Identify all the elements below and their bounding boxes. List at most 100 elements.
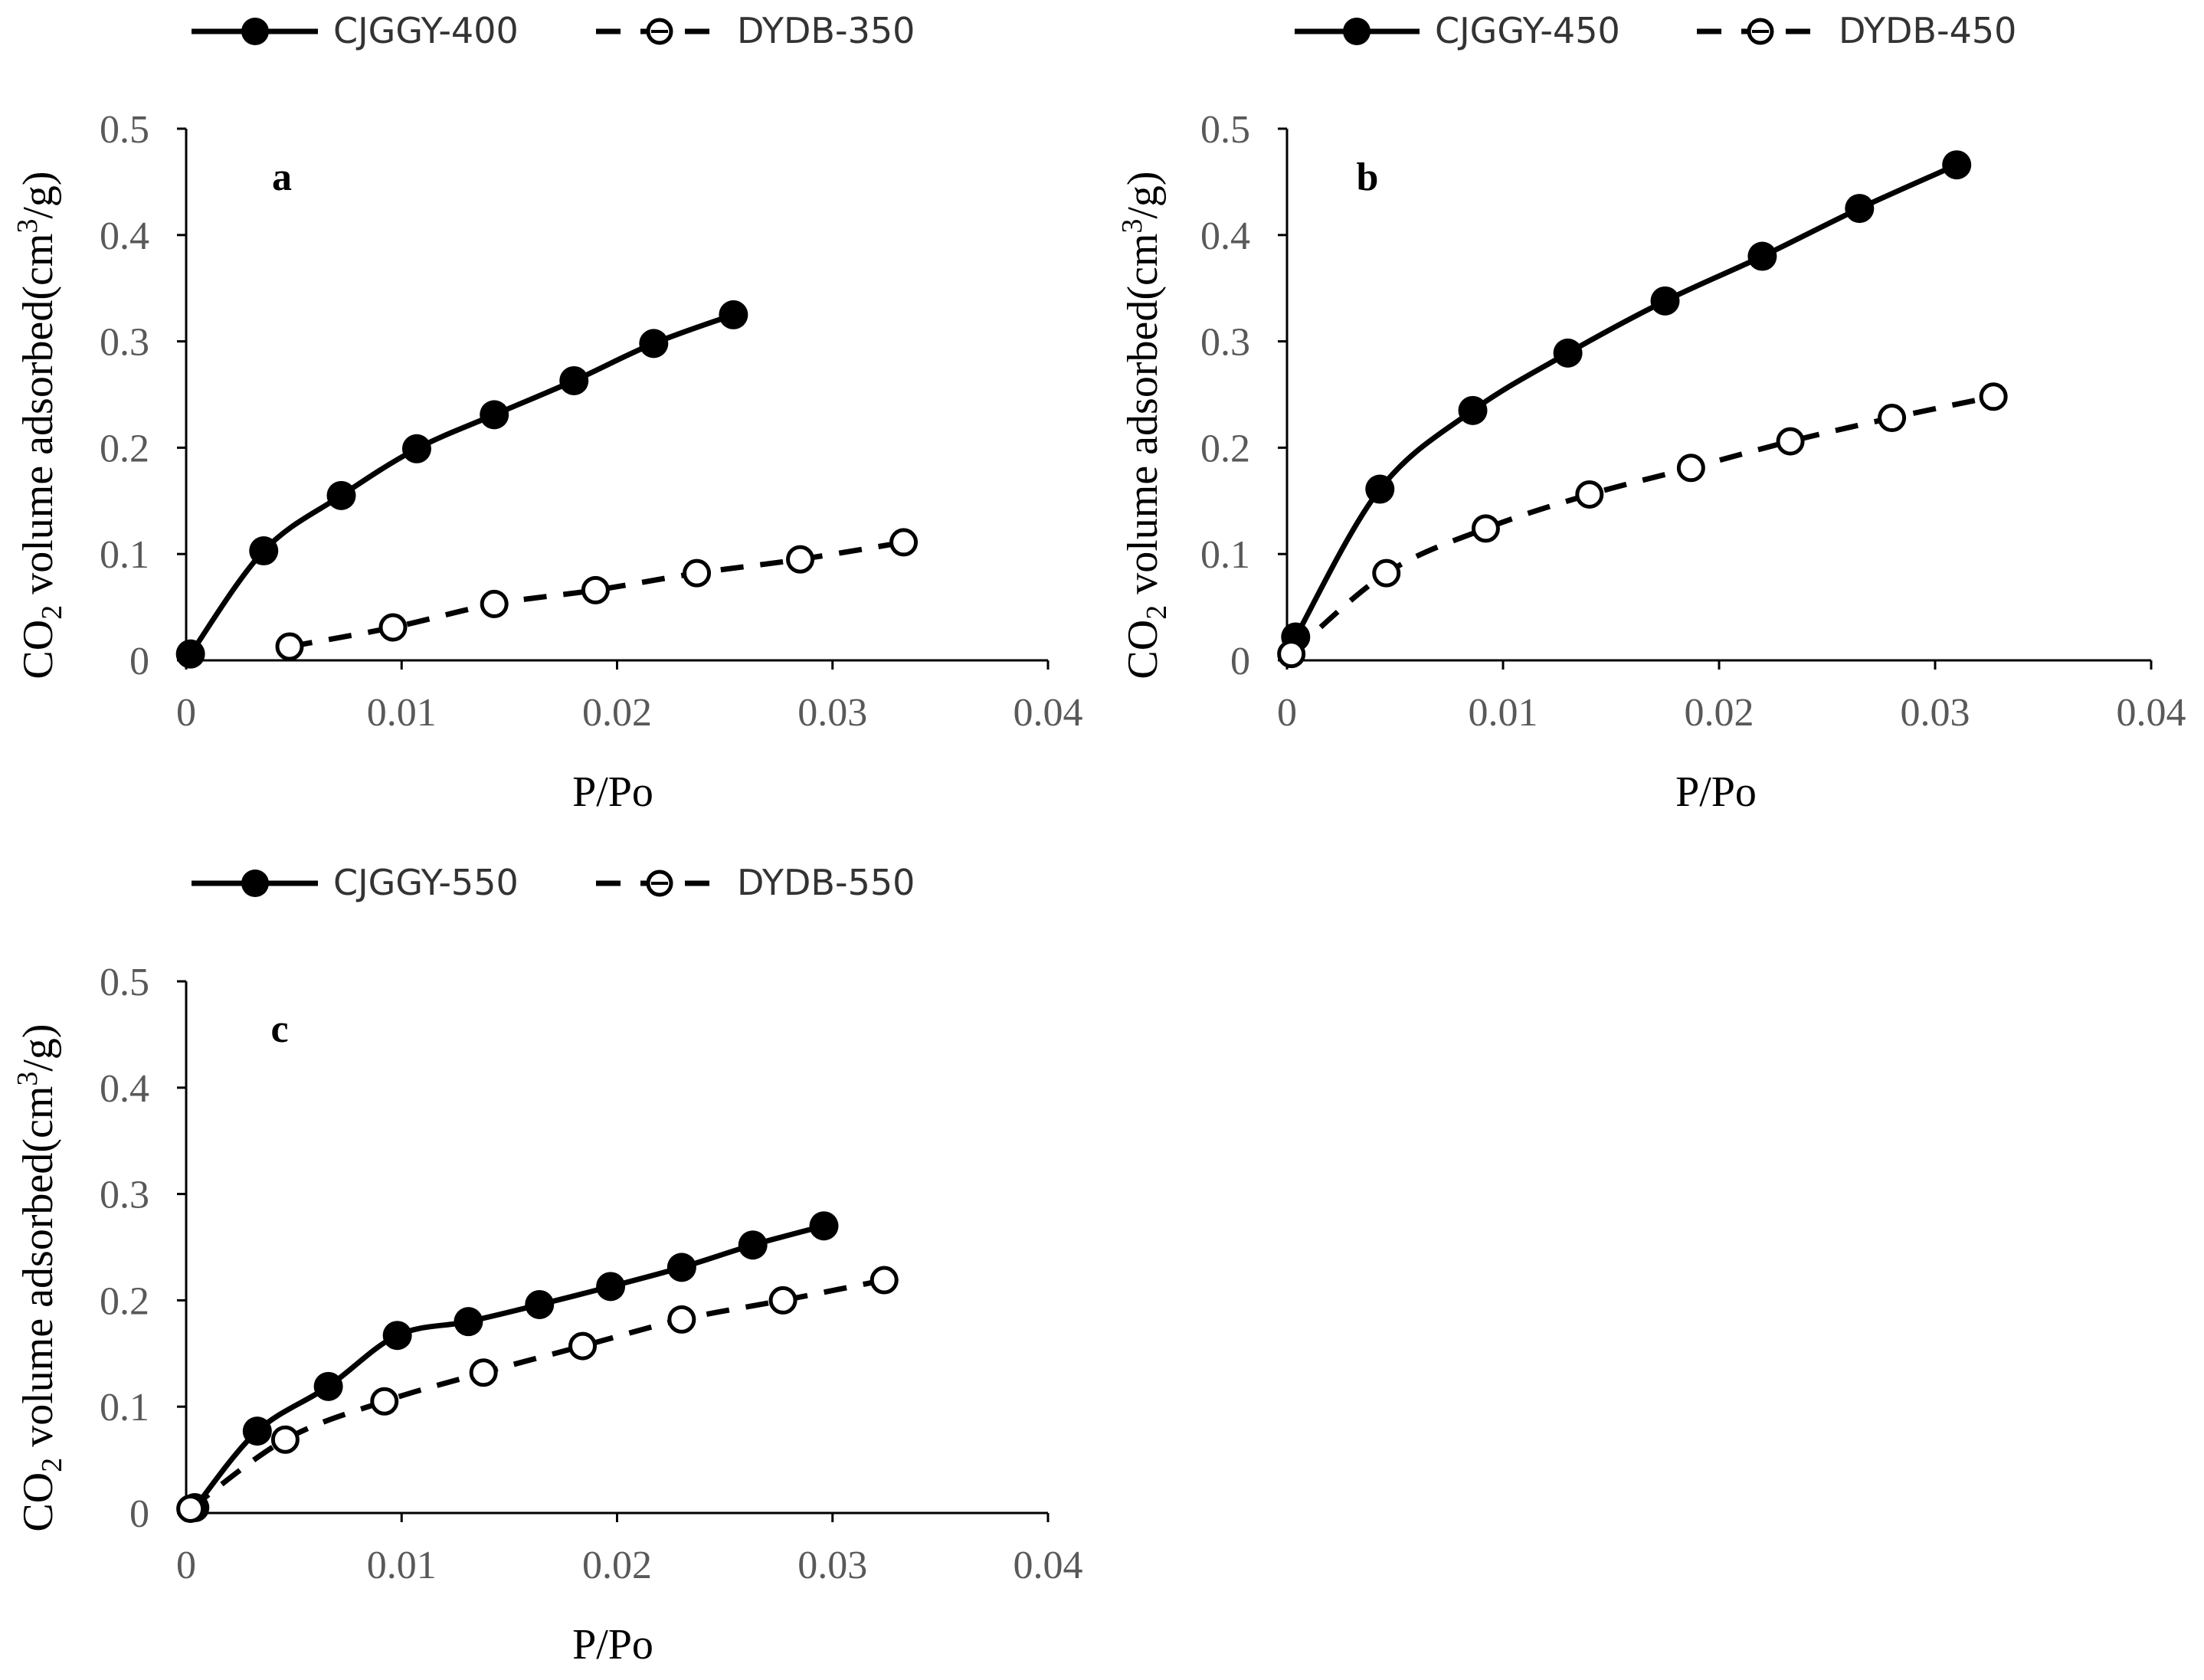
data-point-dydb-550 (869, 1266, 899, 1295)
y-tick-label: 0.3 (100, 321, 149, 365)
x-axis-label: P/Po (572, 1621, 653, 1669)
x-tick-label: 0 (176, 1544, 196, 1587)
x-tick-label: 0.01 (1469, 691, 1538, 735)
data-point-cjggy-400 (639, 329, 669, 359)
data-point-cjggy-550 (666, 1253, 696, 1282)
y-tick-label: 0.4 (100, 215, 149, 258)
data-point-dydb-550 (270, 1425, 300, 1454)
data-point-dydb-450 (1277, 640, 1306, 669)
series-layer (175, 300, 919, 669)
data-point-dydb-350 (378, 613, 408, 642)
axes: 0 0.1 0.2 0.3 0.4 0.5 0 0.01 0.02 0.03 0.04 (100, 108, 1083, 735)
data-point-cjggy-450 (1845, 194, 1875, 224)
y-tick-label: 0 (1230, 640, 1250, 683)
y-tick-label: 0.5 (100, 961, 149, 1004)
data-point-cjggy-450 (1942, 150, 1972, 180)
panel-a: CJGGY-400 DYDB-350 0 0.1 0.2 0.3 0.4 0.5 0 0.01… (11, 10, 1083, 816)
series-line-cjggy-550 (192, 1223, 825, 1510)
data-point-cjggy-450 (1458, 395, 1488, 425)
legend: CJGGY-400 DYDB-350 (192, 10, 915, 51)
legend-label-series-1: CJGGY-450 (1435, 10, 1620, 51)
y-tick-label: 0 (129, 640, 149, 683)
y-tick-label: 0.2 (100, 427, 149, 470)
panel-label: a (272, 156, 292, 199)
x-tick-label: 0.02 (582, 691, 652, 735)
legend-label-series-2: DYDB-550 (737, 862, 915, 903)
data-point-dydb-350 (275, 632, 304, 661)
data-point-cjggy-400 (559, 365, 589, 395)
legend-marker-filled (241, 869, 269, 897)
legend-marker-filled (1343, 18, 1371, 45)
data-point-cjggy-450 (1553, 338, 1583, 368)
data-point-cjggy-450 (1747, 241, 1777, 271)
legend: CJGGY-450 DYDB-450 (1295, 10, 2016, 51)
data-point-dydb-550 (370, 1387, 399, 1416)
x-tick-label: 0.04 (1014, 691, 1083, 735)
series-layer (1277, 150, 2008, 669)
data-point-cjggy-400 (326, 480, 356, 510)
y-axis-label: CO2 volume adsorbed(cm3/g) (11, 171, 68, 679)
x-axis-label: P/Po (1675, 768, 1757, 816)
legend-label-series-1: CJGGY-550 (333, 862, 519, 903)
y-axis-label: CO2 volume adsorbed(cm3/g) (1116, 171, 1173, 679)
x-tick-label: 0.02 (1685, 691, 1754, 735)
data-point-dydb-450 (1372, 558, 1401, 588)
x-tick-label: 0.04 (2117, 691, 2186, 735)
x-tick-label: 0.03 (1901, 691, 1970, 735)
axes: 0 0.1 0.2 0.3 0.4 0.5 0 0.01 0.02 0.03 0.04 (1200, 108, 2186, 735)
panel-b: CJGGY-450 DYDB-450 0 0.1 0.2 0.3 0.4 0.5 0 0.01… (1116, 10, 2186, 816)
data-point-cjggy-550 (525, 1289, 555, 1319)
legend: CJGGY-550 DYDB-550 (192, 862, 915, 903)
series-layer (176, 1211, 899, 1523)
data-point-dydb-450 (1676, 454, 1705, 483)
x-tick-label: 0.01 (367, 691, 437, 735)
x-tick-label: 0.04 (1014, 1544, 1083, 1587)
series-line-dydb-450 (1289, 394, 1994, 657)
data-point-dydb-450 (1575, 480, 1604, 509)
legend-label-series-2: DYDB-450 (1839, 10, 2016, 51)
x-tick-label: 0.03 (797, 1544, 867, 1587)
data-point-cjggy-400 (249, 536, 279, 566)
y-axis-label: CO2 volume adsorbed(cm3/g) (11, 1023, 68, 1531)
x-tick-label: 0 (1277, 691, 1297, 735)
x-tick-label: 0.01 (367, 1544, 437, 1587)
x-axis-label: P/Po (572, 768, 653, 816)
data-point-dydb-350 (786, 545, 815, 574)
data-point-dydb-550 (568, 1331, 597, 1361)
data-point-cjggy-550 (454, 1307, 483, 1337)
data-point-dydb-450 (1878, 404, 1907, 433)
y-tick-label: 0.4 (100, 1067, 149, 1111)
y-tick-label: 0.4 (1200, 215, 1250, 258)
data-point-cjggy-550 (596, 1272, 626, 1302)
legend-label-series-1: CJGGY-400 (333, 10, 519, 51)
data-point-dydb-350 (889, 528, 919, 557)
x-tick-label: 0.03 (797, 691, 867, 735)
y-tick-label: 0.2 (1200, 427, 1250, 470)
y-tick-label: 0.2 (100, 1279, 149, 1323)
x-tick-label: 0.02 (582, 1544, 652, 1587)
data-point-dydb-350 (480, 589, 509, 618)
data-point-cjggy-400 (480, 400, 509, 430)
data-point-dydb-450 (1471, 514, 1500, 543)
axes: 0 0.1 0.2 0.3 0.4 0.5 0 0.01 0.02 0.03 0.04 (100, 961, 1083, 1587)
series-line-cjggy-400 (188, 312, 735, 656)
legend-label-series-2: DYDB-350 (737, 10, 915, 51)
y-tick-label: 0 (129, 1492, 149, 1536)
data-point-cjggy-400 (719, 300, 748, 329)
y-tick-label: 0.1 (100, 1386, 149, 1429)
data-point-dydb-450 (1776, 427, 1805, 456)
data-point-cjggy-550 (382, 1321, 412, 1351)
x-tick-label: 0 (176, 691, 196, 735)
data-point-cjggy-550 (809, 1211, 839, 1241)
data-point-dydb-550 (176, 1494, 205, 1523)
y-tick-label: 0.3 (100, 1174, 149, 1217)
data-point-dydb-550 (667, 1305, 696, 1334)
data-point-cjggy-400 (175, 639, 205, 669)
y-tick-label: 0.1 (100, 533, 149, 577)
data-point-cjggy-450 (1365, 474, 1395, 504)
panel-label: b (1357, 156, 1379, 199)
data-point-dydb-350 (581, 575, 610, 604)
y-tick-label: 0.1 (1200, 533, 1250, 577)
panel-c: CJGGY-550 DYDB-550 0 0.1 0.2 0.3 0.4 0.5 0 0.01… (11, 862, 1083, 1669)
